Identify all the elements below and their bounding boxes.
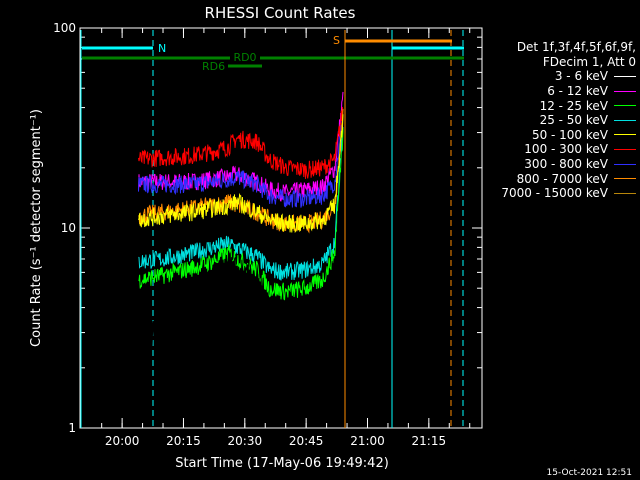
rd0-label: RD0: [233, 51, 256, 64]
legend-swatch: [614, 134, 636, 136]
axes: 1 10 100 20:00 20:15 20:30 20:45 21:00 21:15: [53, 21, 483, 448]
x-tick-label: 20:15: [166, 434, 201, 448]
x-tick-label: 21:15: [412, 434, 447, 448]
legend-entry: 100 - 300 keV: [478, 142, 636, 157]
legend-label: 6 - 12 keV: [547, 84, 608, 99]
legend-entry: 6 - 12 keV: [478, 84, 636, 99]
saa-label: S: [333, 34, 340, 47]
legend-entry: 300 - 800 keV: [478, 157, 636, 172]
y-tick-label: 10: [61, 221, 76, 235]
legend-swatch: [614, 105, 636, 107]
legend-label: 3 - 6 keV: [554, 69, 608, 84]
series-group: [137, 91, 344, 424]
x-tick-label: 20:45: [289, 434, 324, 448]
legend-swatch: [614, 163, 636, 165]
legend-label: 7000 - 15000 keV: [501, 186, 608, 201]
y-axis-label: Count Rate (s⁻¹ detector segment⁻¹): [29, 109, 44, 347]
series-line-2: [138, 127, 344, 301]
legend-entry: 3 - 6 keV: [478, 69, 636, 84]
series-line-0: [138, 151, 344, 355]
legend-header-2: FDecim 1, Att 0: [542, 54, 636, 69]
legend-label: 12 - 25 keV: [539, 98, 608, 113]
legend-header-1: Det 1f,3f,4f,5f,6f,9f,: [516, 40, 636, 55]
legend-label: 300 - 800 keV: [524, 157, 608, 172]
legend-swatch: [614, 119, 636, 121]
series-line-5: [138, 106, 344, 179]
legend-swatch: [614, 148, 636, 150]
legend-entry: 50 - 100 keV: [478, 128, 636, 143]
legend-swatch: [614, 192, 636, 194]
legend-entry: 800 - 7000 keV: [478, 171, 636, 186]
y-tick-label: 1: [68, 421, 76, 435]
legend-label: 800 - 7000 keV: [516, 171, 608, 186]
legend-swatch: [614, 75, 636, 77]
series-line-4: [138, 114, 344, 234]
rd0-label-bg: [230, 52, 260, 64]
legend-entry: 25 - 50 keV: [478, 113, 636, 128]
series-line-6: [138, 113, 344, 208]
legend-swatch: [614, 90, 636, 92]
x-tick-label: 20:30: [228, 434, 263, 448]
x-tick-label: 20:00: [105, 434, 140, 448]
chart-title: RHESSI Count Rates: [205, 4, 356, 22]
rd6-label: RD6: [202, 60, 225, 73]
annotations: N RD0 RD6 S: [80, 30, 464, 428]
legend-swatch: [614, 178, 636, 180]
y-tick-label: 100: [53, 21, 76, 35]
legend-entry: 12 - 25 keV: [478, 98, 636, 113]
footer-timestamp: 15-Oct-2021 12:51: [546, 468, 632, 478]
legend-entry: 7000 - 15000 keV: [478, 186, 636, 201]
x-axis-label: Start Time (17-May-06 19:49:42): [175, 456, 389, 471]
legend-label: 50 - 100 keV: [531, 127, 608, 142]
series-line-3: [138, 127, 344, 281]
legend-label: 25 - 50 keV: [539, 113, 608, 128]
series-line-1: [138, 91, 344, 202]
night-label: N: [158, 42, 166, 55]
legend-label: 100 - 300 keV: [524, 142, 608, 157]
x-tick-label: 21:00: [350, 434, 385, 448]
legend: Det 1f,3f,4f,5f,6f,9f, FDecim 1, Att 0 3…: [478, 40, 636, 201]
